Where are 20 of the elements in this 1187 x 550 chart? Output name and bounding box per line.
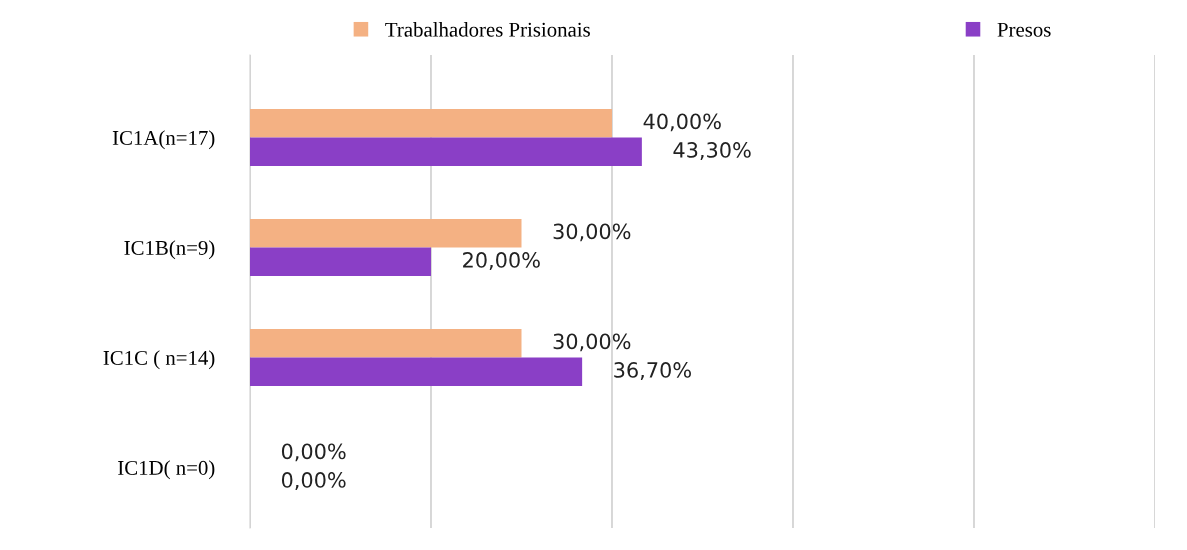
legend-label: Trabalhadores Prisionais — [385, 22, 590, 37]
y-tick-label: IC1A(n=17) — [112, 130, 215, 150]
y-tick-label: IC1B(n=9) — [124, 240, 215, 260]
data-label: 43,30% — [673, 142, 751, 160]
bar — [250, 328, 522, 358]
bar — [250, 137, 642, 167]
data-label: 20,00% — [463, 252, 540, 270]
bar — [250, 108, 612, 138]
y-tick-label: IC1C ( n=14) — [103, 350, 215, 370]
data-label: 40,00% — [643, 113, 721, 132]
bar — [250, 218, 522, 248]
legend-label: Presos — [997, 22, 1051, 37]
data-label: 0,00% — [281, 472, 346, 490]
bar — [250, 247, 431, 277]
data-label: 36,70% — [614, 362, 691, 380]
data-label: 0,00% — [281, 443, 346, 462]
data-label: 30,00% — [553, 333, 631, 352]
bar — [250, 357, 583, 387]
data-label: 30,00% — [553, 223, 631, 242]
y-tick-label: IC1D( n=0) — [118, 460, 215, 480]
